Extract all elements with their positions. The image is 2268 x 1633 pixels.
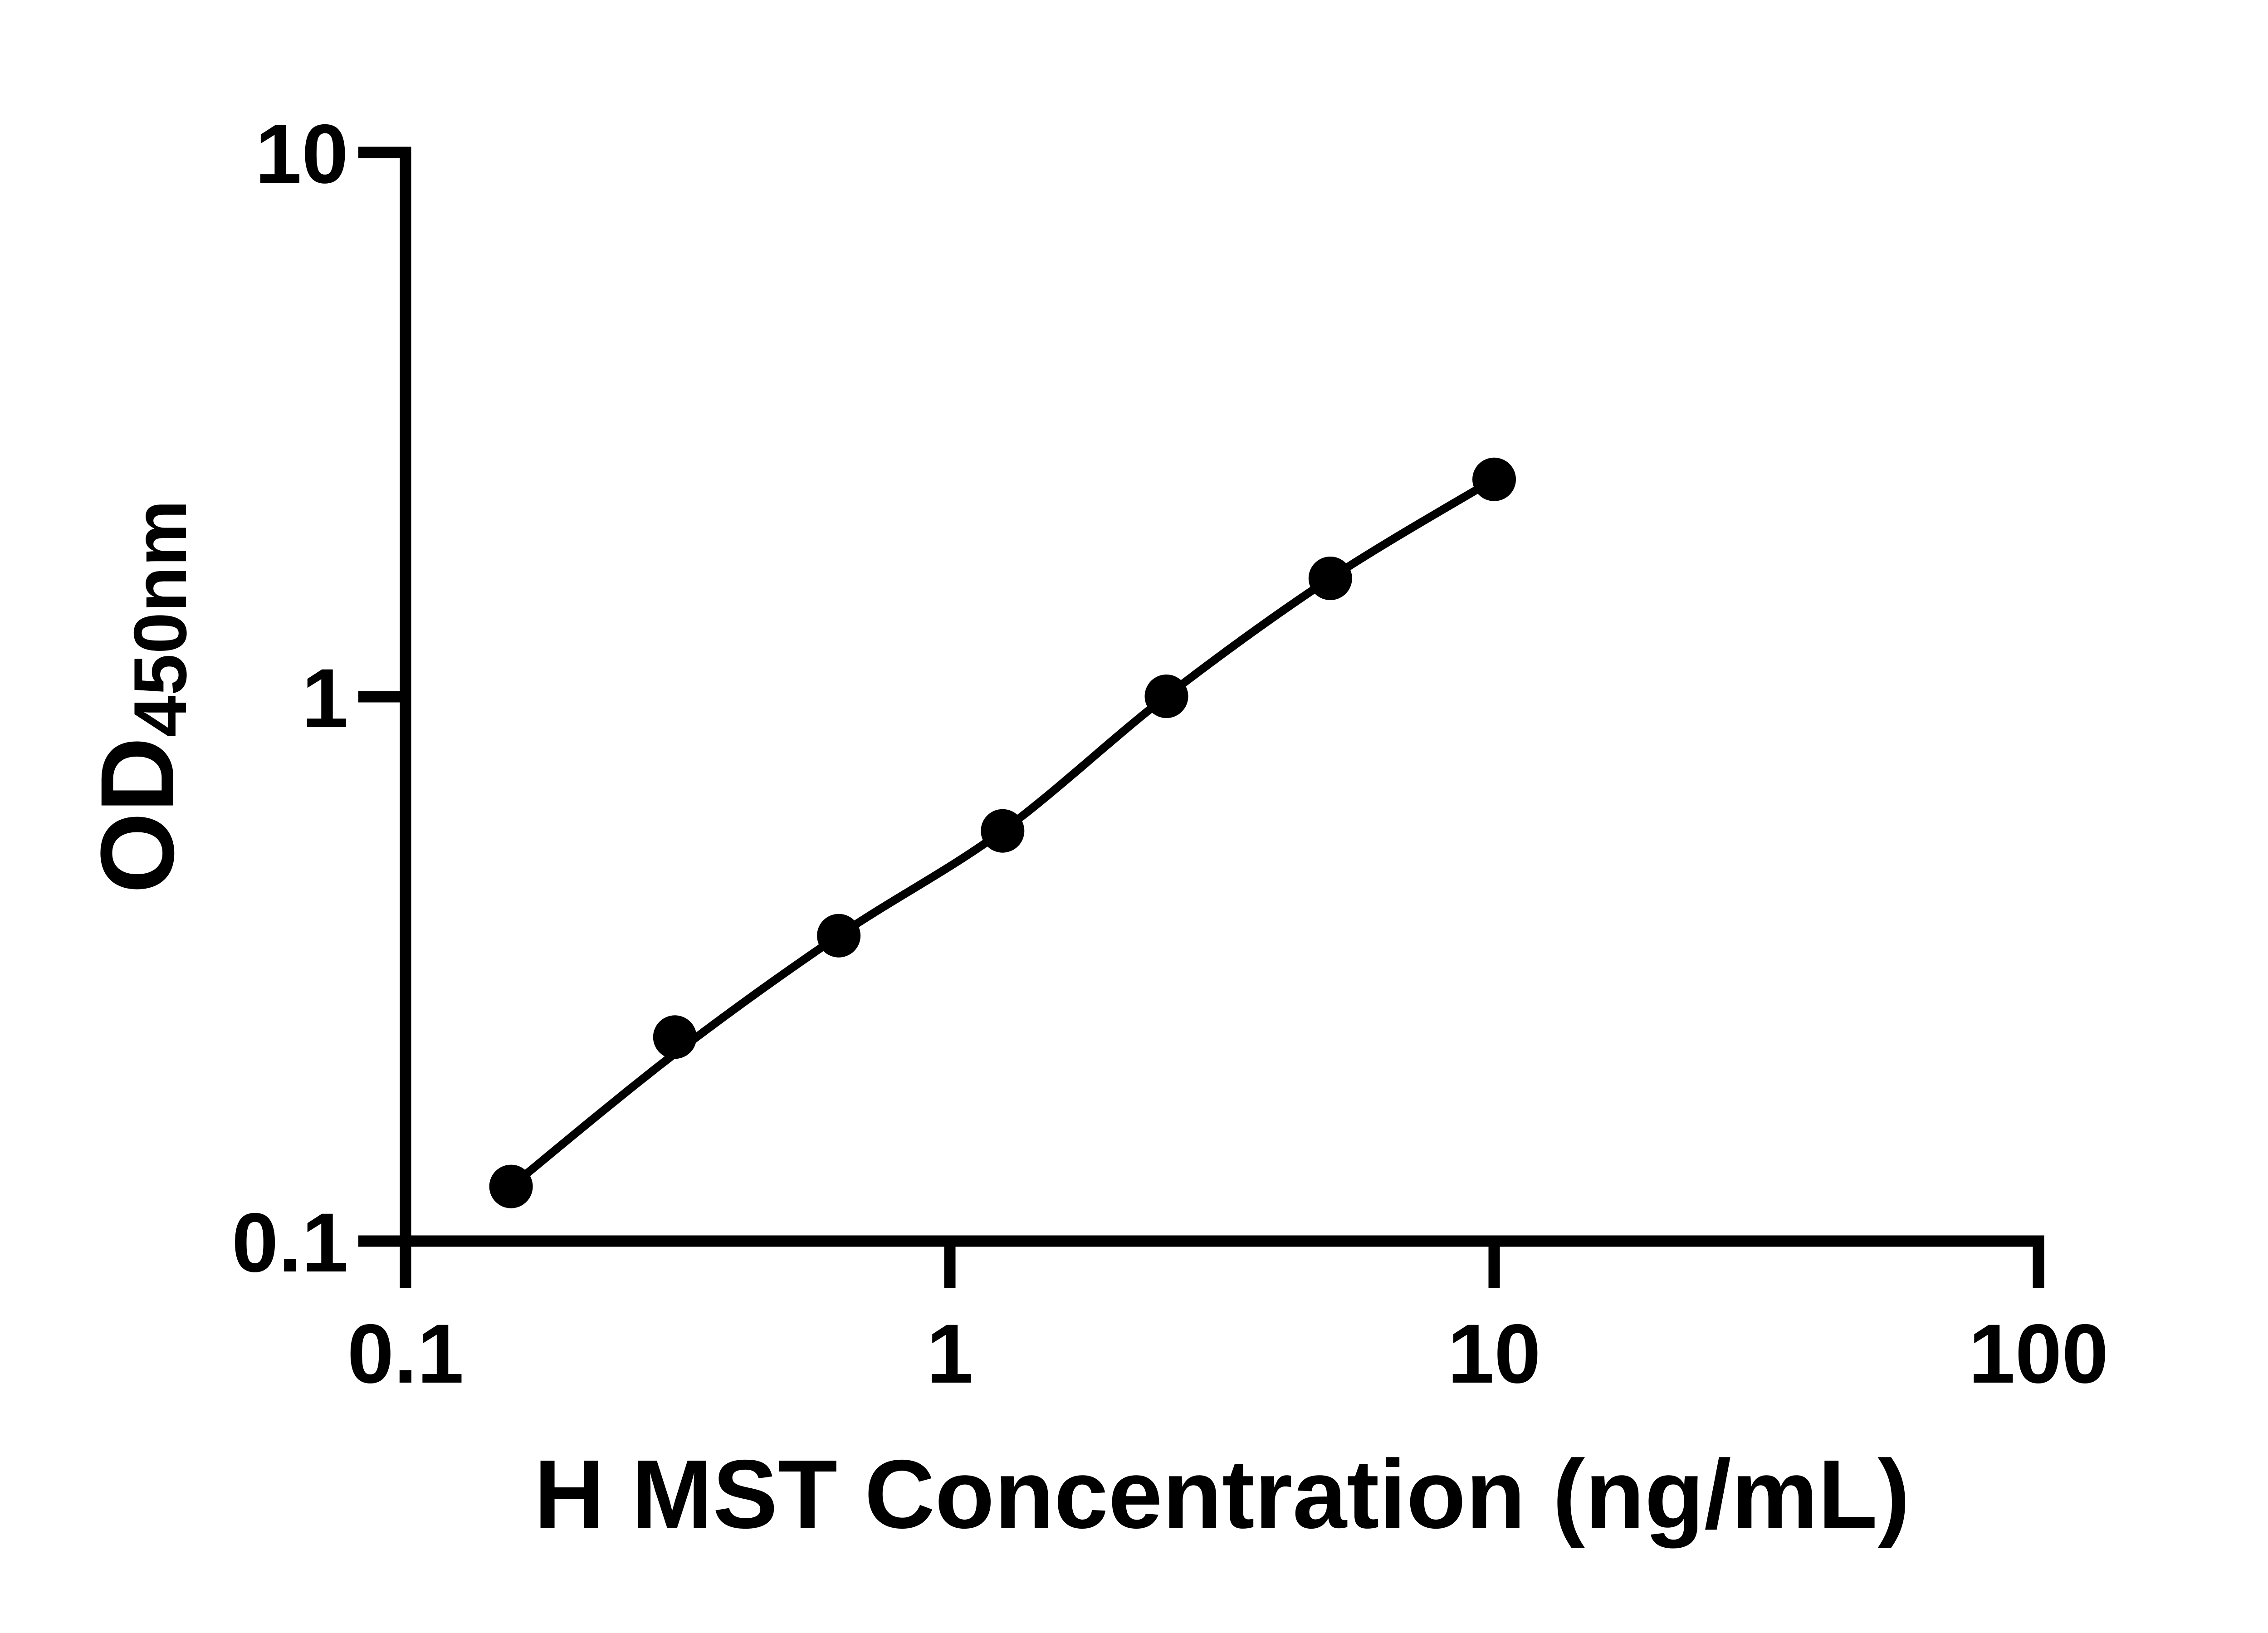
y-tick-label: 1 xyxy=(302,652,348,745)
data-point-marker xyxy=(981,809,1025,853)
data-point-marker xyxy=(817,914,861,958)
x-axis-ticks xyxy=(400,1241,2044,1288)
data-point-marker xyxy=(1472,457,1516,501)
x-tick-label: 100 xyxy=(1969,1307,2109,1401)
y-tick-label: 0.1 xyxy=(232,1196,348,1290)
y-axis-title-subscript: 450nm xyxy=(118,500,202,737)
y-axis-title-main: OD xyxy=(79,737,196,894)
y-axis-ticks xyxy=(358,147,406,1247)
data-point-marker xyxy=(653,1015,697,1059)
x-tick-label: 1 xyxy=(927,1307,973,1401)
data-point-marker xyxy=(1144,675,1188,718)
data-point-marker xyxy=(1308,557,1352,600)
x-tick-label: 0.1 xyxy=(347,1307,464,1401)
x-axis-tick-labels: 0.1 1 10 100 xyxy=(347,1307,2108,1401)
x-tick-label: 10 xyxy=(1447,1307,1541,1401)
data-point-series xyxy=(489,457,1516,1208)
data-point-marker xyxy=(489,1164,533,1208)
x-axis-title: H MST Concentration (ng/mL) xyxy=(534,1439,1910,1549)
y-axis-title: OD450nm xyxy=(79,500,202,894)
y-tick-label: 10 xyxy=(255,108,348,201)
y-axis-tick-labels: 0.1 1 10 xyxy=(232,108,348,1290)
